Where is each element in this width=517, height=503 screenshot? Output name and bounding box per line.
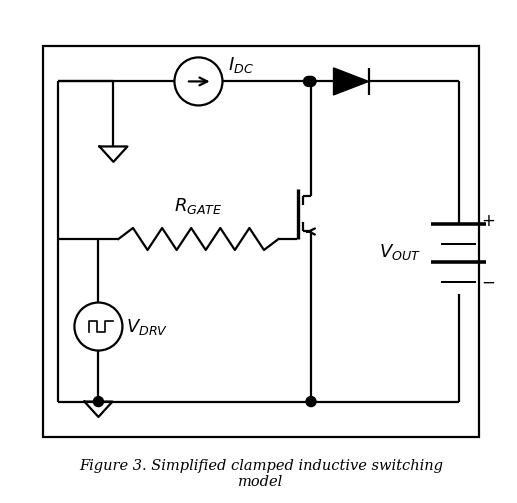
Text: $V_{DRV}$: $V_{DRV}$ xyxy=(127,316,169,337)
Circle shape xyxy=(306,396,316,406)
Bar xyxy=(43,46,479,437)
Circle shape xyxy=(306,76,316,87)
Text: $I_{DC}$: $I_{DC}$ xyxy=(229,55,254,75)
Circle shape xyxy=(303,76,313,87)
Text: −: − xyxy=(481,274,495,292)
Text: $R_{GATE}$: $R_{GATE}$ xyxy=(174,197,223,216)
Polygon shape xyxy=(333,68,369,95)
Text: $V_{OUT}$: $V_{OUT}$ xyxy=(379,241,421,262)
Text: Figure 3. Simplified clamped inductive switching
model: Figure 3. Simplified clamped inductive s… xyxy=(79,459,443,489)
Text: +: + xyxy=(481,212,495,230)
Circle shape xyxy=(94,396,103,406)
